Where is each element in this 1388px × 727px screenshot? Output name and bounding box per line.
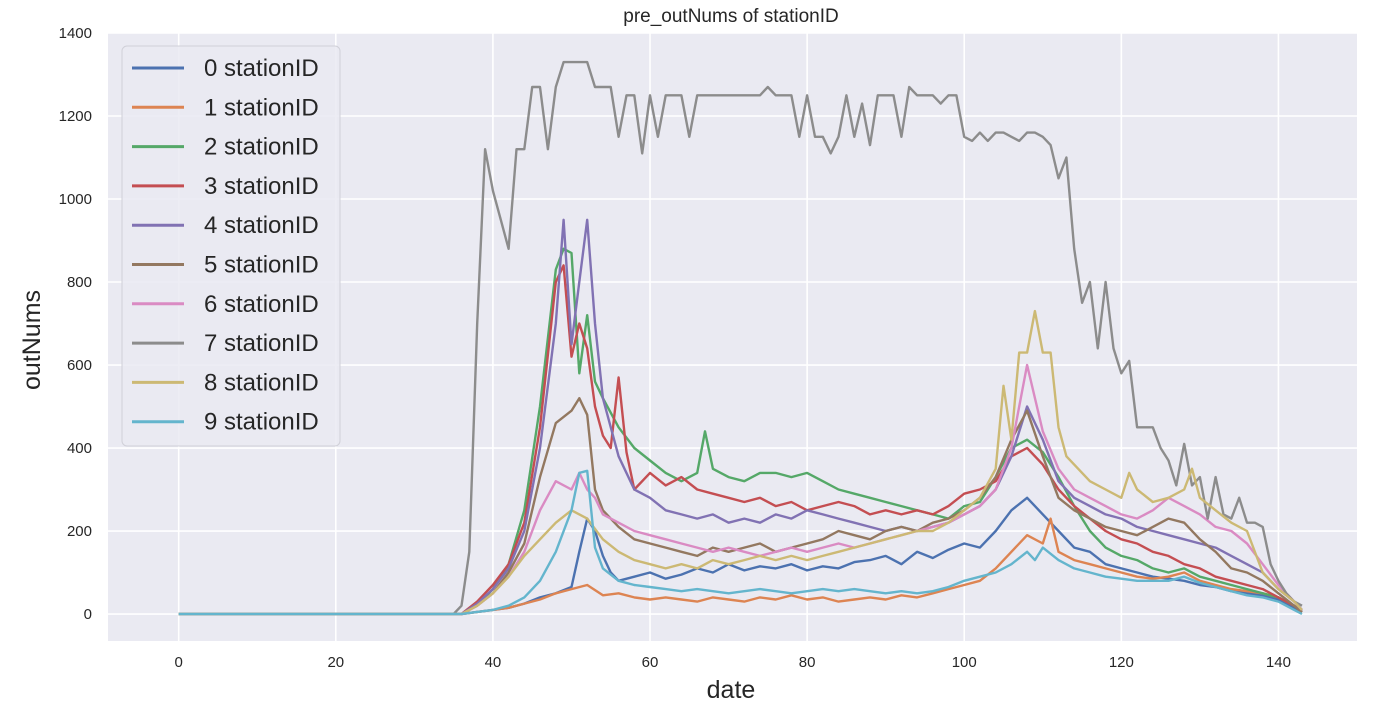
legend-label-5: 5 stationID (204, 252, 319, 279)
y-tick-label: 200 (67, 523, 92, 540)
x-tick-label: 40 (485, 654, 502, 671)
y-axis-label: outNums (18, 290, 46, 390)
y-tick-label: 600 (67, 357, 92, 374)
series-lines (178, 60, 1303, 616)
series-line-8 (178, 309, 1303, 616)
legend-label-9: 9 stationID (204, 409, 319, 436)
legend-label-1: 1 stationID (204, 94, 319, 121)
legend-label-0: 0 stationID (204, 55, 319, 82)
legend-label-4: 4 stationID (204, 212, 319, 239)
legend-label-8: 8 stationID (204, 369, 319, 396)
legend-label-7: 7 stationID (204, 330, 319, 357)
y-tick-label: 400 (67, 440, 92, 457)
legend: 0 stationID 1 stationID 2 stationID 3 stati… (121, 45, 341, 447)
x-tick-label: 140 (1266, 654, 1291, 671)
series-line-2 (178, 247, 1303, 616)
series-line-9 (178, 469, 1303, 616)
series-line-3 (178, 264, 1303, 616)
series-line-1 (178, 517, 1303, 616)
chart-title: pre_outNums of stationID (623, 6, 838, 27)
y-tick-label: 1400 (59, 25, 92, 42)
x-tick-label: 20 (327, 654, 344, 671)
legend-label-3: 3 stationID (204, 173, 319, 200)
series-line-4 (178, 218, 1303, 616)
x-tick-labels: 0 20 40 60 80 100 120 140 (175, 654, 1291, 671)
x-axis-label: date (707, 676, 756, 704)
y-tick-label: 1200 (59, 108, 92, 125)
y-tick-label: 800 (67, 274, 92, 291)
series-line-7 (178, 60, 1303, 616)
y-tick-label: 0 (84, 606, 92, 623)
y-tick-labels: 0 200 400 600 800 1000 1200 1400 (59, 25, 92, 623)
x-tick-label: 80 (799, 654, 816, 671)
x-tick-label: 100 (952, 654, 977, 671)
series-line-5 (178, 397, 1303, 616)
x-tick-label: 0 (175, 654, 183, 671)
y-tick-label: 1000 (59, 191, 92, 208)
x-tick-label: 120 (1109, 654, 1134, 671)
legend-label-6: 6 stationID (204, 291, 319, 318)
x-tick-label: 60 (642, 654, 659, 671)
legend-label-2: 2 stationID (204, 134, 319, 161)
